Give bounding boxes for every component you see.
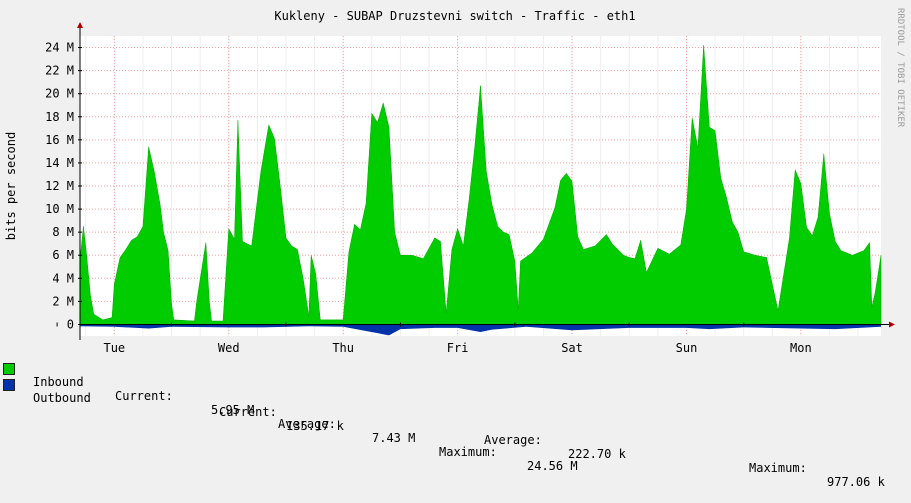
x-tick-label: Thu: [332, 341, 354, 355]
y-axis-arrow: [77, 22, 83, 28]
inbound-swatch: [3, 363, 15, 375]
outbound-current-label: Current:: [219, 405, 277, 419]
inbound-maximum-label: Maximum:: [439, 445, 497, 459]
x-tick-label: Sun: [676, 341, 698, 355]
y-axis-label: bits per second: [4, 132, 18, 240]
outbound-maximum-value: 977.06 k: [827, 475, 885, 489]
area-layer: [79, 45, 882, 336]
legend-outbound: Outbound Current: 135.17 k Average: 222.…: [16, 377, 885, 503]
y-tick-label: 12 M: [45, 179, 74, 193]
x-tick-label: Fri: [447, 341, 469, 355]
inbound-average-value: 7.43 M: [372, 431, 416, 445]
graph-root: Kukleny - SUBAP Druzstevni switch - Traf…: [3, 8, 905, 489]
outbound-current-value: 135.17 k: [286, 419, 344, 433]
y-tick-label: 20 M: [45, 87, 74, 101]
x-tick-label: Sat: [561, 341, 583, 355]
outbound-swatch: [3, 379, 15, 391]
y-tick-label: 0: [67, 317, 74, 331]
x-tick-label: Tue: [103, 341, 125, 355]
axis-layer: [56, 22, 895, 340]
y-tick-label: 6 M: [52, 248, 74, 262]
inbound-area: [79, 45, 882, 325]
outbound-average-label: Average:: [484, 433, 542, 447]
outbound-area: [80, 324, 881, 336]
x-axis-arrow: [889, 321, 895, 328]
y-tick-label: 2 M: [52, 294, 74, 308]
outbound-name: Outbound: [33, 391, 91, 405]
inbound-maximum-value: 24.56 M: [527, 459, 578, 473]
y-tick-label: 14 M: [45, 156, 74, 170]
y-tick-label: 22 M: [45, 64, 74, 78]
chart-title: Kukleny - SUBAP Druzstevni switch - Traf…: [274, 9, 635, 23]
inbound-name: Inbound: [33, 375, 84, 389]
traffic-chart: Kukleny - SUBAP Druzstevni switch - Traf…: [4, 8, 905, 355]
outbound-maximum-label: Maximum:: [749, 461, 807, 475]
x-tick-labels: Tue Wed Thu Fri Sat Sun Mon: [103, 341, 811, 355]
y-tick-label: 16 M: [45, 133, 74, 147]
y-tick-label: 10 M: [45, 202, 74, 216]
y-tick-label: 18 M: [45, 110, 74, 124]
y-tick-label: 8 M: [52, 225, 74, 239]
outbound-average-value: 222.70 k: [568, 447, 626, 461]
y-tick-label: 24 M: [45, 41, 74, 55]
rrdtool-watermark: RRDTOOL / TOBI OETIKER: [895, 8, 905, 128]
x-tick-label: Wed: [218, 341, 240, 355]
inbound-current-label: Current:: [115, 389, 173, 403]
y-tick-labels: 0 2 M 4 M 6 M 8 M 10 M 12 M 14 M 16 M 18 M 20 M 22 …: [45, 41, 74, 332]
y-tick-label: 4 M: [52, 271, 74, 285]
x-tick-label: Mon: [790, 341, 812, 355]
